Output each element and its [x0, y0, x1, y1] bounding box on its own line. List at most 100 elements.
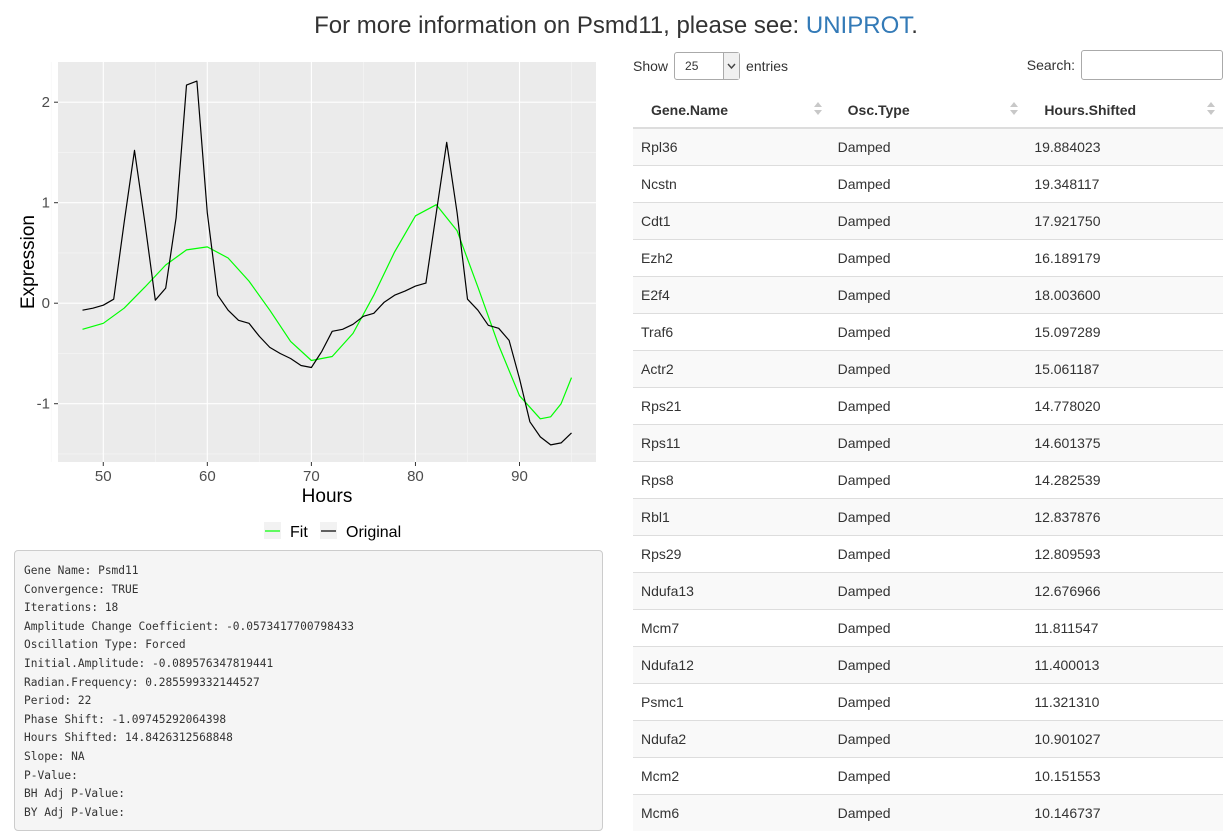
chevron-down-icon: [723, 53, 740, 79]
table-row[interactable]: Rps8 Damped 14.282539: [633, 460, 1223, 498]
cell-hours-shifted: 15.061187: [1026, 349, 1223, 387]
info-line: Period: 22: [24, 694, 92, 708]
page-title: For more information on Psmd11, please s…: [0, 12, 1232, 40]
table-row[interactable]: Rpl36 Damped 19.884023: [633, 128, 1223, 165]
model-info-panel: Gene Name: Psmd11 Convergence: TRUE Iterat…: [14, 550, 603, 831]
cell-gene-name: Ndufa12: [633, 645, 830, 683]
info-line: Radian.Frequency: 0.285599332144527: [24, 675, 260, 689]
entries-label: entries: [746, 58, 789, 74]
cell-osc-type: Damped: [837, 138, 891, 155]
entries-select[interactable]: 25: [674, 52, 741, 80]
table-row[interactable]: Rps11 Damped 14.601375: [633, 423, 1223, 461]
cell-gene-name: Rbl1: [633, 497, 830, 535]
info-line: Hours Shifted: 14.8426312568848: [24, 731, 233, 745]
table-row[interactable]: Cdt1 Damped 17.921750: [633, 201, 1223, 239]
table-row[interactable]: Mcm7 Damped 11.811547: [633, 608, 1223, 646]
table-row[interactable]: Traf6 Damped 15.097289: [633, 312, 1223, 350]
cell-hours-shifted: 15.097289: [1026, 312, 1223, 350]
table-row[interactable]: Ezh2 Damped 16.189179: [633, 238, 1223, 276]
y-tick-label: -1: [37, 396, 50, 413]
cell-osc-type: Damped: [829, 312, 1027, 350]
page-length-control: Show 25 entries: [633, 52, 788, 80]
cell-osc-type: Damped: [829, 682, 1027, 720]
x-tick-label: 90: [511, 468, 528, 485]
table-row[interactable]: Rps29 Damped 12.809593: [633, 534, 1223, 572]
cell-hours-shifted: 10.151553: [1026, 756, 1223, 794]
column-header-hours-shifted[interactable]: Hours.Shifted: [1026, 92, 1223, 129]
gene-table: Gene.Name Osc.Type Hours.Shifted Rpl36 Damp…: [633, 92, 1223, 831]
cell-gene-name: Mcm6: [633, 793, 830, 831]
plot-panel: [58, 62, 596, 462]
table-row[interactable]: Actr2 Damped 15.061187: [633, 349, 1223, 387]
table-row[interactable]: Ncstn Damped 19.348117: [633, 164, 1223, 202]
table-row[interactable]: Mcm2 Damped 10.151553: [633, 756, 1223, 794]
gene-table-widget: Show 25 entries Search: Gene.Name Osc.Typ…: [633, 48, 1223, 831]
cell-gene-name: Mcm7: [633, 608, 830, 646]
cell-hours-shifted: 18.003600: [1026, 275, 1223, 313]
search-label: Search:: [1026, 57, 1075, 73]
cell-hours-shifted: 12.676966: [1026, 571, 1223, 609]
cell-gene-name: Ncstn: [633, 164, 830, 202]
cell-osc-type: Damped: [829, 719, 1027, 757]
table-row[interactable]: Psmc1 Damped 11.321310: [633, 682, 1223, 720]
table-row[interactable]: Ndufa13 Damped 12.676966: [633, 571, 1223, 609]
cell-hours-shifted: 12.809593: [1026, 534, 1223, 572]
title-text: For more information on Psmd11, please s…: [314, 12, 806, 39]
column-header-osc-type[interactable]: Osc.Type: [829, 92, 1027, 129]
table-row[interactable]: E2f4 Damped 18.003600: [633, 275, 1223, 313]
cell-hours-shifted: 11.400013: [1026, 645, 1223, 683]
cell-osc-type: Damped: [829, 645, 1027, 683]
x-tick-label: 70: [303, 468, 320, 485]
search-control: Search:: [1027, 50, 1223, 80]
info-line: Initial.Amplitude: -0.089576347819441: [24, 656, 274, 670]
info-line: Phase Shift: -1.09745292064398: [24, 712, 227, 726]
table-row[interactable]: Ndufa2 Damped 10.901027: [633, 719, 1223, 757]
search-input[interactable]: [1081, 50, 1223, 80]
y-tick-label: 2: [42, 94, 50, 111]
cell-gene-name: Psmc1: [633, 682, 830, 720]
column-header-gene-name[interactable]: Gene.Name: [633, 92, 830, 129]
cell-osc-type: Damped: [829, 497, 1027, 535]
info-line: Oscillation Type: Forced: [24, 638, 186, 652]
cell-hours-shifted: 17.921750: [1026, 201, 1223, 239]
table-row[interactable]: Mcm6 Damped 10.146737: [633, 793, 1223, 831]
info-line: BH Adj P-Value:: [24, 787, 126, 801]
info-line: Amplitude Change Coefficient: -0.0573417…: [24, 619, 355, 633]
cell-hours-shifted: 19.884023: [1034, 138, 1101, 155]
cell-osc-type: Damped: [829, 608, 1027, 646]
table-controls: Show 25 entries Search:: [633, 48, 1223, 92]
cell-osc-type: Damped: [829, 201, 1027, 239]
info-line: Iterations: 18: [24, 601, 119, 615]
sort-icon: [813, 102, 822, 118]
cell-gene-name: Rps29: [633, 534, 830, 572]
expression-chart: 50 60 70 80 90 -1 0 1 2 Hours Expression Fit Origina…: [10, 56, 610, 546]
cell-osc-type: Damped: [829, 386, 1027, 424]
column-header-label: Hours.Shifted: [1044, 101, 1137, 118]
uniprot-link[interactable]: UNIPROT: [805, 12, 912, 39]
cell-gene-name: Ndufa13: [633, 571, 830, 609]
legend-label: Original: [346, 524, 401, 541]
info-line: Slope: NA: [24, 749, 85, 763]
info-line: BY Adj P-Value:: [24, 805, 126, 819]
cell-hours-shifted: 10.146737: [1026, 793, 1223, 831]
cell-gene-name: Ezh2: [633, 238, 830, 276]
cell-gene-name: Rps11: [633, 423, 830, 461]
cell-hours-shifted: 10.901027: [1026, 719, 1223, 757]
cell-hours-shifted: 16.189179: [1026, 238, 1223, 276]
cell-hours-shifted: 19.348117: [1026, 164, 1223, 202]
series-line-original: [82, 80, 572, 446]
cell-hours-shifted: 11.321310: [1026, 682, 1223, 720]
x-axis-label: Hours: [302, 486, 353, 507]
table-row[interactable]: Rps21 Damped 14.778020: [633, 386, 1223, 424]
table-row[interactable]: Ndufa12 Damped 11.400013: [633, 645, 1223, 683]
cell-hours-shifted: 14.282539: [1026, 460, 1223, 498]
y-tick-label: 0: [42, 295, 50, 312]
y-tick-label: 1: [42, 195, 50, 212]
sort-icon: [1010, 102, 1019, 118]
cell-osc-type: Damped: [829, 571, 1027, 609]
cell-gene-name: E2f4: [633, 275, 830, 313]
entries-value: 25: [685, 59, 699, 73]
cell-gene-name: Mcm2: [633, 756, 830, 794]
table-row[interactable]: Rbl1 Damped 12.837876: [633, 497, 1223, 535]
cell-osc-type: Damped: [829, 275, 1027, 313]
